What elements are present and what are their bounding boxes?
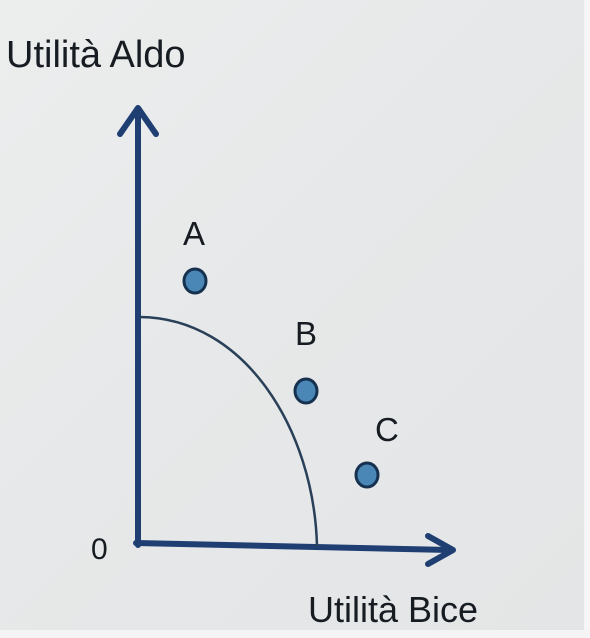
y-axis-arrowhead bbox=[117, 105, 159, 137]
point-a-marker bbox=[182, 267, 208, 295]
x-axis bbox=[133, 540, 453, 553]
origin-label: 0 bbox=[91, 533, 108, 566]
image-border-right bbox=[584, 0, 590, 638]
x-axis-arrowhead bbox=[425, 533, 456, 567]
y-axis-title: Utilità Aldo bbox=[6, 34, 186, 76]
point-b-marker bbox=[293, 377, 319, 405]
x-axis-title: Utilità Bice bbox=[308, 589, 479, 630]
utility-frontier-curve bbox=[139, 315, 319, 547]
point-b-label: B bbox=[295, 315, 318, 352]
point-c-marker bbox=[354, 461, 380, 489]
image-border-bottom bbox=[0, 630, 590, 638]
point-a-label: A bbox=[183, 215, 206, 252]
point-c-label: C bbox=[375, 411, 399, 448]
